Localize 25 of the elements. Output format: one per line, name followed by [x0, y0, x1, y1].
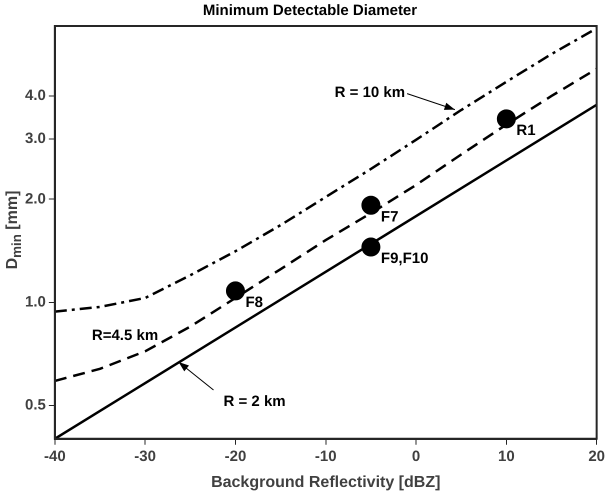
y-tick-label: 1.0	[24, 294, 46, 311]
line-series	[54, 68, 597, 382]
point	[226, 281, 245, 300]
annotation: F9,F10	[380, 250, 428, 268]
point	[496, 109, 516, 128]
x-axis-title: Background Reflectivity [dBZ]	[211, 474, 440, 491]
point	[361, 196, 380, 215]
x-tick-label: -20	[224, 448, 246, 465]
annotation: R=4.5 km	[92, 327, 158, 344]
chart-title: Minimum Detectable Diameter	[202, 2, 418, 20]
y-tick-label: 2.0	[24, 190, 46, 208]
x-tick-label: 20	[588, 448, 605, 465]
annotation: R = 10 km	[334, 84, 406, 101]
annotation: F8	[245, 294, 263, 312]
annotation: R = 2 km	[224, 393, 286, 410]
y-tick-label: 4.0	[24, 87, 46, 104]
x-tick-label: 10	[498, 448, 515, 465]
x-tick-label: 0	[412, 448, 420, 465]
x-tick-label: -10	[314, 448, 337, 465]
y-tick-label: 0.5	[24, 396, 46, 414]
y-tick-label: 3.0	[24, 130, 46, 147]
x-tick-label: -40	[44, 448, 66, 465]
annotation: R1	[516, 122, 536, 140]
annotation: F7	[380, 208, 398, 226]
x-tick-label: -30	[134, 448, 156, 465]
